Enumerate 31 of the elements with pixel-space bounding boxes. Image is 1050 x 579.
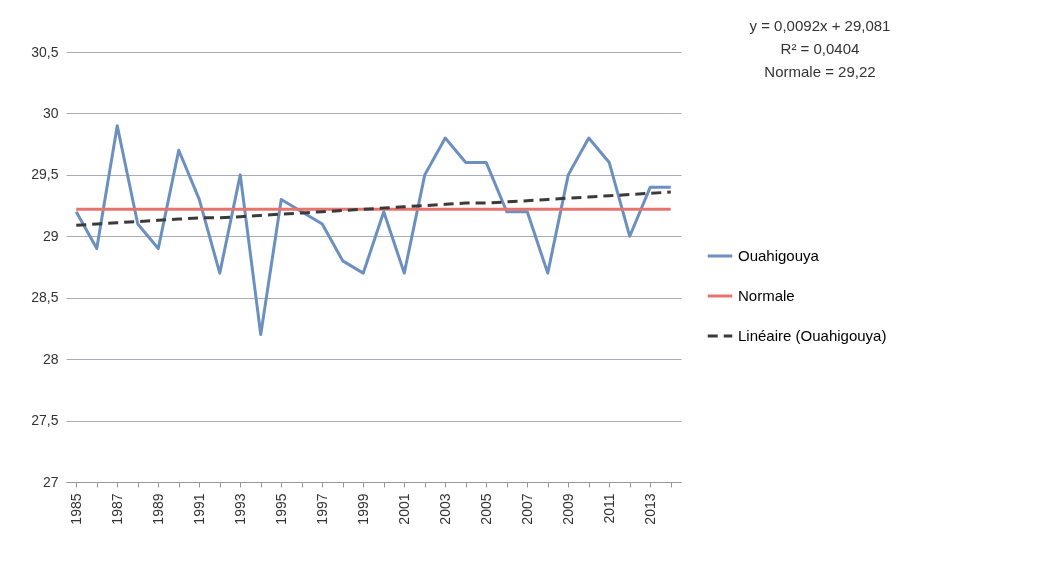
x-tick-label: 1987 bbox=[108, 493, 125, 525]
x-tick-label: 1991 bbox=[190, 493, 207, 525]
x-tick-label: 2003 bbox=[436, 493, 453, 525]
y-tick-label: 30 bbox=[42, 104, 59, 121]
x-tick-label: 1989 bbox=[149, 493, 166, 525]
x-tick-label: 2011 bbox=[600, 493, 617, 524]
line-series bbox=[74, 190, 673, 227]
y-tick-label: 28,5 bbox=[31, 289, 59, 306]
legend-label: Ouahigouya bbox=[738, 247, 820, 264]
legend-label: Linéaire (Ouahigouya) bbox=[738, 327, 887, 344]
x-tick-label: 1995 bbox=[272, 493, 289, 525]
x-tick-label: 2009 bbox=[559, 493, 576, 525]
y-tick-label: 29 bbox=[42, 227, 59, 244]
x-tick-label: 1985 bbox=[67, 493, 84, 525]
x-tick-label: 1997 bbox=[313, 493, 330, 525]
y-tick-label: 27 bbox=[42, 473, 59, 490]
text: Normale = 29,22 bbox=[763, 62, 877, 82]
legend-label: Normale bbox=[738, 287, 795, 304]
x-tick-label: 1999 bbox=[354, 493, 371, 525]
text: y = 0,0092x + 29,081 bbox=[748, 16, 892, 36]
line-series bbox=[74, 124, 673, 337]
y-tick-label: 30,5 bbox=[31, 43, 59, 60]
x-tick-label: 2005 bbox=[477, 493, 494, 525]
x-tick-label: 2007 bbox=[518, 493, 535, 525]
text: R² = 0,0404 bbox=[779, 39, 861, 59]
y-tick-label: 27,5 bbox=[31, 412, 59, 429]
y-tick-label: 29,5 bbox=[31, 166, 59, 183]
y-tick-label: 28 bbox=[42, 350, 59, 367]
x-tick-label: 1993 bbox=[231, 493, 248, 525]
x-tick-label: 2001 bbox=[395, 493, 412, 525]
x-tick-label: 2013 bbox=[641, 493, 658, 525]
